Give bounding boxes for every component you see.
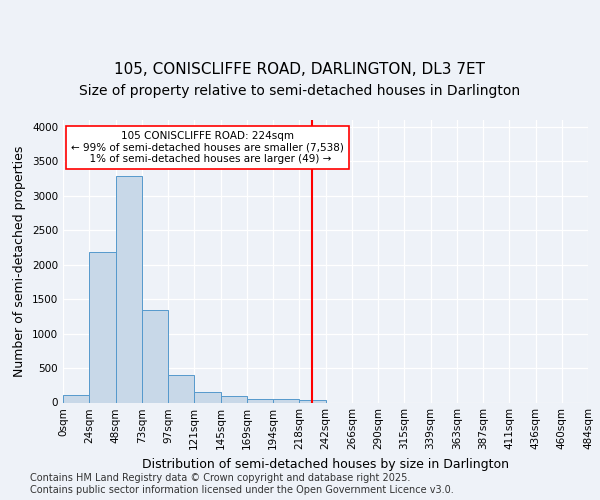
Bar: [194, 392, 221, 402]
Bar: [168, 375, 194, 402]
X-axis label: Distribution of semi-detached houses by size in Darlington: Distribution of semi-detached houses by …: [142, 458, 509, 471]
Text: Contains HM Land Registry data © Crown copyright and database right 2025.
Contai: Contains HM Land Registry data © Crown c…: [30, 474, 454, 495]
Text: 105 CONISCLIFFE ROAD: 224sqm
← 99% of semi-detached houses are smaller (7,538)
 : 105 CONISCLIFFE ROAD: 224sqm ← 99% of se…: [71, 131, 344, 164]
Text: Size of property relative to semi-detached houses in Darlington: Size of property relative to semi-detach…: [79, 84, 521, 98]
Text: 105, CONISCLIFFE ROAD, DARLINGTON, DL3 7ET: 105, CONISCLIFFE ROAD, DARLINGTON, DL3 7…: [115, 62, 485, 78]
Bar: [115, 176, 142, 402]
Bar: [221, 396, 247, 402]
Bar: [89, 252, 115, 402]
Bar: [273, 399, 299, 402]
Bar: [299, 400, 325, 402]
Bar: [247, 399, 273, 402]
Y-axis label: Number of semi-detached properties: Number of semi-detached properties: [13, 146, 26, 377]
Bar: [63, 395, 89, 402]
Bar: [142, 310, 168, 402]
